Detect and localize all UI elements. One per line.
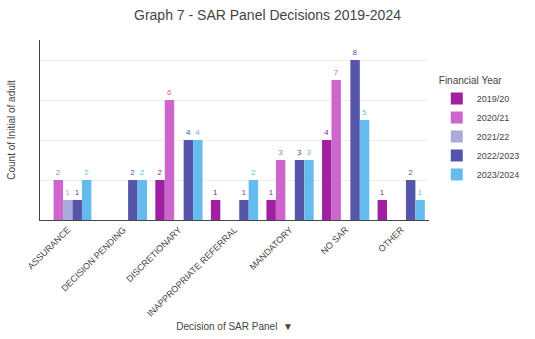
svg-text:5: 5 xyxy=(362,108,367,117)
svg-text:2023/2024: 2023/2024 xyxy=(477,170,520,180)
svg-text:2020/21: 2020/21 xyxy=(477,113,510,123)
svg-text:4: 4 xyxy=(186,128,191,137)
svg-text:DECISION PENDING: DECISION PENDING xyxy=(59,225,128,294)
svg-text:1: 1 xyxy=(75,188,80,197)
svg-text:1: 1 xyxy=(241,188,246,197)
svg-text:MANDATORY: MANDATORY xyxy=(248,225,295,272)
svg-text:Graph 7 - SAR Panel Decisions: Graph 7 - SAR Panel Decisions 2019-2024 xyxy=(134,7,401,23)
svg-text:Count of Initial of adult: Count of Initial of adult xyxy=(6,80,17,180)
svg-text:Financial Year: Financial Year xyxy=(439,75,502,86)
svg-text:2: 2 xyxy=(140,168,145,177)
svg-text:2: 2 xyxy=(158,168,163,177)
svg-text:2: 2 xyxy=(130,168,135,177)
svg-text:1: 1 xyxy=(380,188,385,197)
svg-text:1: 1 xyxy=(213,188,218,197)
svg-text:6: 6 xyxy=(167,88,172,97)
svg-text:2019/20: 2019/20 xyxy=(477,94,510,104)
svg-text:Decision of SAR Panel ▼: Decision of SAR Panel ▼ xyxy=(176,321,293,332)
svg-text:1: 1 xyxy=(418,188,423,197)
svg-text:1: 1 xyxy=(269,188,274,197)
svg-text:7: 7 xyxy=(334,68,339,77)
svg-text:2022/2023: 2022/2023 xyxy=(477,151,520,161)
svg-text:3: 3 xyxy=(306,148,311,157)
svg-text:2: 2 xyxy=(56,168,61,177)
svg-text:INAPPROPRIATE REFERRAL: INAPPROPRIATE REFERRAL xyxy=(145,225,239,319)
svg-text:OTHER: OTHER xyxy=(376,224,406,254)
svg-text:3: 3 xyxy=(297,148,302,157)
svg-text:2: 2 xyxy=(408,168,413,177)
svg-text:2: 2 xyxy=(84,168,89,177)
svg-text:4: 4 xyxy=(195,128,200,137)
svg-text:4: 4 xyxy=(324,128,329,137)
svg-text:NO SAR: NO SAR xyxy=(319,224,351,256)
svg-text:DISCRETIONARY: DISCRETIONARY xyxy=(124,225,183,284)
svg-text:1: 1 xyxy=(65,188,70,197)
svg-text:8: 8 xyxy=(353,48,358,57)
svg-text:2: 2 xyxy=(251,168,256,177)
svg-text:2021/22: 2021/22 xyxy=(477,132,510,142)
svg-text:3: 3 xyxy=(278,148,283,157)
svg-text:ASSURANCE: ASSURANCE xyxy=(26,225,73,272)
